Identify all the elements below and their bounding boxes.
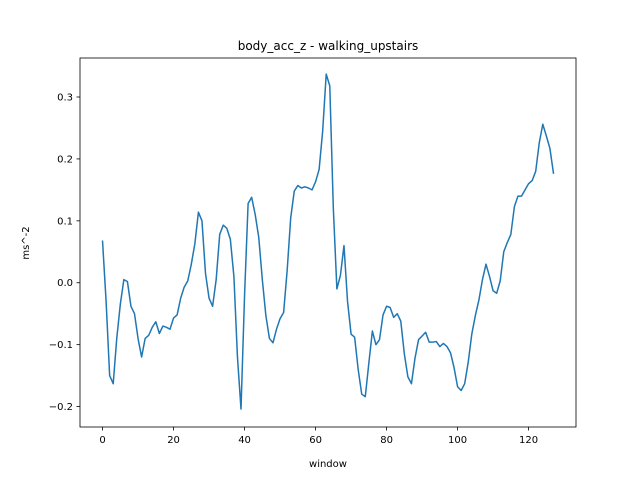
x-axis-ticks: 0 20 40 60 80 100 120 [99,427,538,446]
x-tick-label: 40 [238,435,251,446]
series-line [101,73,555,410]
y-tick-label: 0.2 [57,154,73,165]
y-tick-label: 0.3 [57,93,73,104]
plot-area [101,73,555,410]
x-tick-label: 60 [309,435,322,446]
y-tick-label: −0.1 [49,340,73,351]
y-tick-label: −0.2 [49,402,73,413]
x-axis-label: window [309,459,347,470]
chart-title: body_acc_z - walking_upstairs [238,39,419,53]
plot-frame [79,57,577,428]
x-tick-label: 80 [380,435,393,446]
x-tick-label: 120 [519,435,538,446]
x-tick-label: 0 [99,435,105,446]
y-tick-label: 0.0 [57,278,73,289]
y-tick-label: 0.1 [57,216,73,227]
x-tick-label: 20 [167,435,180,446]
y-axis-ticks: −0.2 −0.1 0.0 0.1 0.2 0.3 [49,93,80,413]
y-axis-label: ms^-2 [21,226,32,259]
x-tick-label: 100 [448,435,467,446]
